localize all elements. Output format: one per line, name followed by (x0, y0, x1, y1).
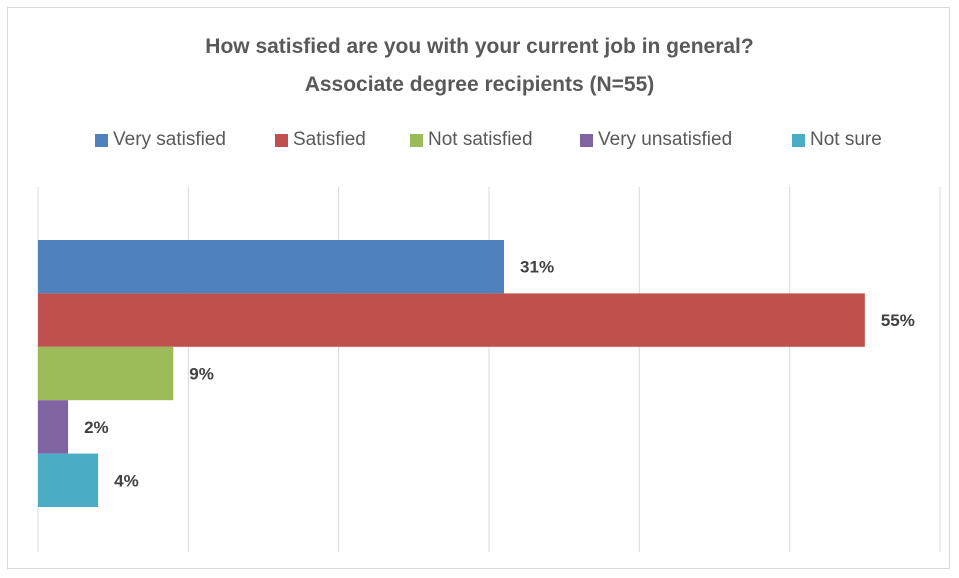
chart-subtitle: Associate degree recipients (N=55) (304, 73, 655, 96)
legend-label-very-satisfied: Very satisfied (113, 129, 226, 150)
legend-swatch-satisfied (275, 133, 288, 147)
legend-swatch-not-sure (792, 133, 805, 147)
legend-item-very-satisfied: Very satisfied (95, 127, 226, 153)
legend-item-not-satisfied: Not satisfied (410, 127, 533, 153)
legend-label-very-unsatisfied: Very unsatisfied (598, 129, 733, 150)
data-label-very-satisfied: 31% (520, 258, 554, 277)
bar-very-satisfied (38, 240, 505, 294)
bar-satisfied (38, 293, 865, 347)
legend-swatch-not-satisfied (410, 133, 423, 147)
data-label-not-satisfied: 9% (189, 365, 214, 384)
data-label-not-sure: 4% (114, 471, 139, 490)
data-label-satisfied: 55% (881, 311, 915, 330)
legend-item-satisfied: Satisfied (275, 127, 366, 153)
bar-not-satisfied (38, 346, 174, 401)
chart-title: How satisfied are you with your current … (205, 35, 754, 58)
legend-item-not-sure: Not sure (792, 127, 882, 153)
legend-label-satisfied: Satisfied (293, 129, 366, 150)
legend-item-very-unsatisfied: Very unsatisfied (580, 127, 732, 153)
legend-label-not-satisfied: Not satisfied (428, 129, 533, 150)
bar-very-unsatisfied (38, 400, 69, 454)
legend-label-not-sure: Not sure (810, 129, 882, 150)
chart-legend: Very satisfied Satisfied Not satisfied V… (0, 127, 959, 153)
data-label-very-unsatisfied: 2% (84, 418, 109, 437)
legend-swatch-very-satisfied (95, 133, 108, 147)
legend-swatch-very-unsatisfied (580, 133, 593, 147)
bar-not-sure (38, 453, 99, 507)
